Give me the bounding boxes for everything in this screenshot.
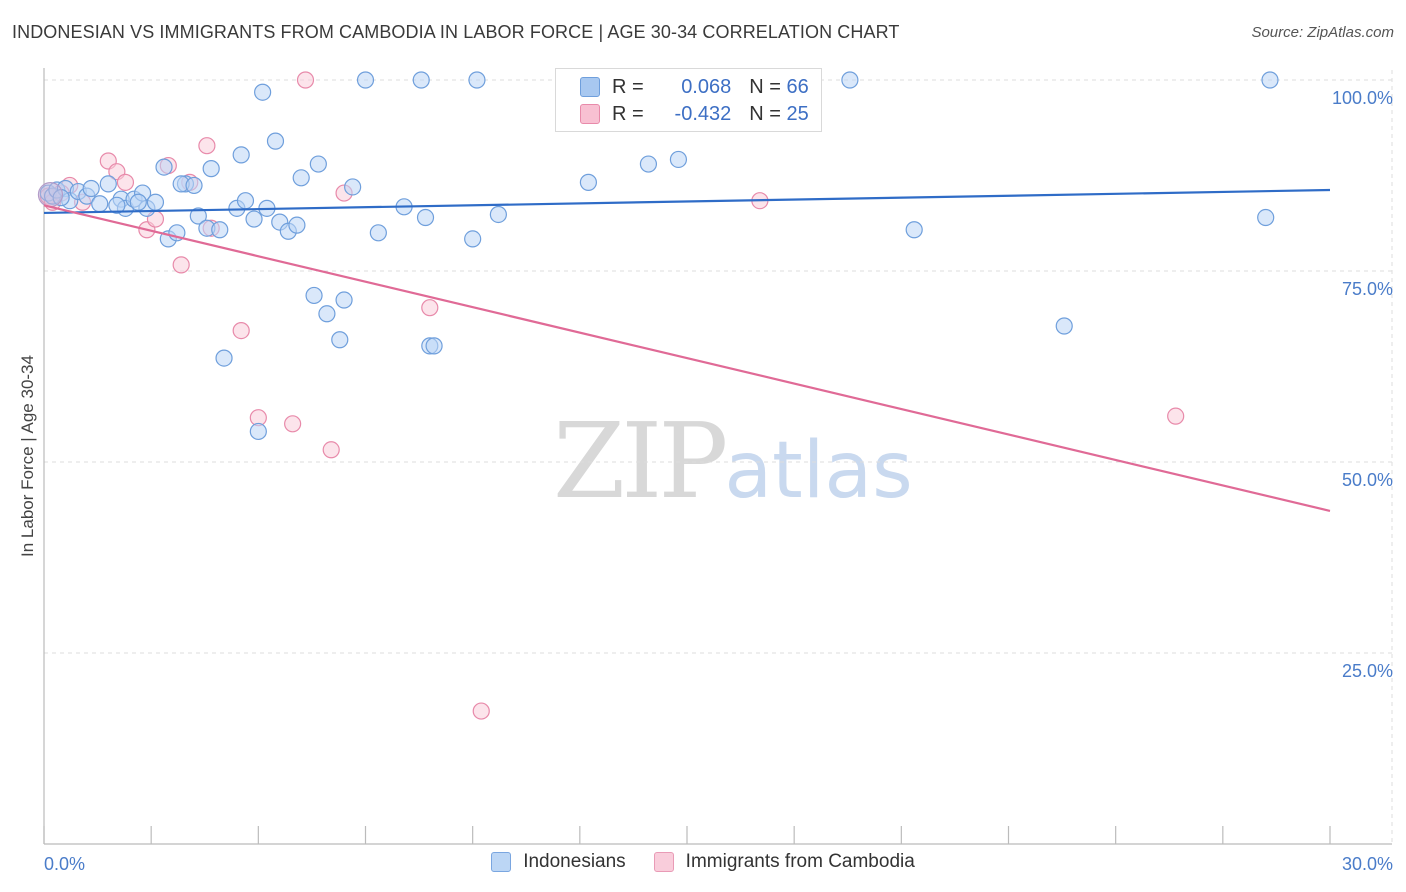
source-label: Source: ZipAtlas.com xyxy=(1251,24,1394,41)
legend-swatch-indonesians xyxy=(580,77,600,97)
data-point xyxy=(254,83,272,101)
watermark: ZIPatlas xyxy=(553,400,913,522)
data-point xyxy=(472,702,490,720)
legend-n-label: N = xyxy=(749,102,781,125)
legend-r-label: R = xyxy=(612,75,644,98)
data-point xyxy=(288,216,306,234)
data-point xyxy=(1167,407,1185,425)
data-point xyxy=(236,192,255,210)
data-point xyxy=(1257,208,1275,227)
data-point xyxy=(116,173,135,191)
data-point xyxy=(91,195,109,213)
trend-lines xyxy=(43,188,1331,512)
data-point xyxy=(296,71,315,89)
data-point xyxy=(356,71,375,89)
axes xyxy=(43,68,1392,845)
chart-title: INDONESIAN VS IMMIGRANTS FROM CAMBODIA I… xyxy=(12,22,900,42)
data-point xyxy=(198,137,216,155)
watermark-zip: ZIP xyxy=(553,400,728,522)
y-axis-label: In Labor Force | Age 30-34 xyxy=(18,355,37,557)
data-point xyxy=(1055,317,1073,335)
data-point xyxy=(202,160,220,178)
data-point xyxy=(108,196,126,214)
data-point xyxy=(232,321,250,340)
series-legend: Indonesians Immigrants from Cambodia xyxy=(0,851,1406,873)
data-point xyxy=(292,169,310,187)
trend-line xyxy=(43,188,1331,215)
data-point xyxy=(245,210,263,228)
data-point xyxy=(322,441,340,459)
data-point xyxy=(344,178,362,196)
data-point xyxy=(318,305,336,323)
data-point xyxy=(489,205,507,224)
data-point xyxy=(249,422,267,441)
data-points xyxy=(37,71,1279,720)
data-point xyxy=(905,221,923,239)
data-point xyxy=(82,179,100,198)
data-point xyxy=(639,155,658,173)
legend-label: Indonesians xyxy=(523,851,626,872)
x-tick-label: 30.0% xyxy=(1342,854,1393,874)
legend-row-indonesians: R = 0.068 N = 66 xyxy=(580,75,809,99)
legend-r-value-cambodia: -0.432 xyxy=(674,102,732,125)
data-point xyxy=(284,415,302,433)
data-point xyxy=(412,71,430,89)
stats-legend: R = 0.068 N = 66 R = -0.432 N = 25 xyxy=(555,68,822,132)
legend-item-indonesians[interactable]: Indonesians xyxy=(491,851,626,873)
y-tick-label: 50.0% xyxy=(1342,470,1393,490)
data-point xyxy=(464,230,482,248)
legend-label: Immigrants from Cambodia xyxy=(685,851,915,872)
data-point xyxy=(421,299,439,317)
data-point xyxy=(172,256,190,274)
legend-swatch-cambodia xyxy=(580,104,600,124)
trend-line xyxy=(43,204,1331,512)
axis-labels: 100.0% 75.0% 50.0% 25.0% 0.0% 30.0% In Labor F… xyxy=(18,88,1393,874)
data-point xyxy=(146,193,165,211)
data-point xyxy=(579,173,598,191)
watermark-atlas: atlas xyxy=(724,426,913,516)
data-point xyxy=(1261,71,1279,89)
data-point xyxy=(211,221,229,239)
data-point xyxy=(425,337,443,355)
y-tick-label: 75.0% xyxy=(1342,279,1393,299)
legend-n-label: N = xyxy=(749,75,781,98)
data-point xyxy=(129,193,147,211)
legend-item-cambodia[interactable]: Immigrants from Cambodia xyxy=(653,851,915,873)
legend-r-label: R = xyxy=(612,102,644,125)
data-point xyxy=(416,208,435,227)
legend-r-value-indonesians: 0.068 xyxy=(681,75,732,98)
data-point xyxy=(305,286,323,305)
grid-lines xyxy=(44,70,1393,844)
data-point xyxy=(331,331,349,349)
legend-n-value-indonesians: 66 xyxy=(786,75,809,98)
legend-row-cambodia: R = -0.432 N = 25 xyxy=(580,102,809,126)
data-point xyxy=(155,158,173,176)
legend-swatch xyxy=(653,852,674,872)
data-point xyxy=(369,224,387,242)
data-point xyxy=(185,176,203,195)
data-point xyxy=(309,155,327,173)
data-point xyxy=(215,349,233,367)
data-point xyxy=(468,71,486,89)
data-point xyxy=(669,150,688,169)
data-point xyxy=(841,71,859,89)
x-tick-label: 0.0% xyxy=(44,854,85,874)
y-tick-label: 100.0% xyxy=(1332,88,1393,108)
data-point xyxy=(266,132,285,150)
data-point xyxy=(99,175,117,193)
data-point-cluster xyxy=(37,182,64,208)
legend-n-value-cambodia: 25 xyxy=(786,102,809,125)
data-point xyxy=(232,146,250,164)
data-point xyxy=(335,291,353,309)
y-tick-label: 25.0% xyxy=(1342,661,1393,681)
legend-swatch xyxy=(491,852,512,872)
data-point xyxy=(189,207,207,225)
